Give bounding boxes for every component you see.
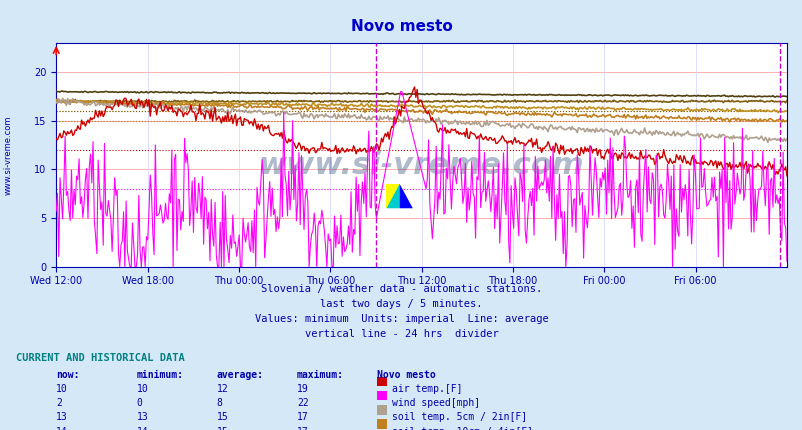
Text: 15: 15 xyxy=(217,412,229,422)
Text: vertical line - 24 hrs  divider: vertical line - 24 hrs divider xyxy=(304,329,498,339)
Text: www.si-vreme.com: www.si-vreme.com xyxy=(4,115,13,194)
Text: 13: 13 xyxy=(56,412,68,422)
Text: soil temp. 5cm / 2in[F]: soil temp. 5cm / 2in[F] xyxy=(391,412,526,422)
Text: average:: average: xyxy=(217,370,264,380)
Text: 12: 12 xyxy=(217,384,229,394)
Text: 8: 8 xyxy=(217,398,222,408)
Text: 15: 15 xyxy=(217,427,229,430)
Text: maximum:: maximum: xyxy=(297,370,344,380)
Text: 10: 10 xyxy=(56,384,68,394)
Text: 10: 10 xyxy=(136,384,148,394)
Text: Novo mesto: Novo mesto xyxy=(350,19,452,34)
Text: 17: 17 xyxy=(297,427,309,430)
Text: 14: 14 xyxy=(136,427,148,430)
Bar xyxy=(386,184,399,208)
Text: 14: 14 xyxy=(56,427,68,430)
Text: 2: 2 xyxy=(56,398,62,408)
Text: 19: 19 xyxy=(297,384,309,394)
Text: www.si-vreme.com: www.si-vreme.com xyxy=(258,151,584,181)
Text: Values: minimum  Units: imperial  Line: average: Values: minimum Units: imperial Line: av… xyxy=(254,314,548,324)
Text: Slovenia / weather data - automatic stations.: Slovenia / weather data - automatic stat… xyxy=(261,284,541,294)
Text: 0: 0 xyxy=(136,398,142,408)
Text: now:: now: xyxy=(56,370,79,380)
Text: last two days / 5 minutes.: last two days / 5 minutes. xyxy=(320,299,482,309)
Text: CURRENT AND HISTORICAL DATA: CURRENT AND HISTORICAL DATA xyxy=(16,353,184,362)
Text: Novo mesto: Novo mesto xyxy=(377,370,435,380)
Text: soil temp. 10cm / 4in[F]: soil temp. 10cm / 4in[F] xyxy=(391,427,533,430)
Text: wind speed[mph]: wind speed[mph] xyxy=(391,398,480,408)
Text: 17: 17 xyxy=(297,412,309,422)
Polygon shape xyxy=(399,184,412,208)
Polygon shape xyxy=(386,184,399,208)
Text: minimum:: minimum: xyxy=(136,370,184,380)
Text: 13: 13 xyxy=(136,412,148,422)
Text: 22: 22 xyxy=(297,398,309,408)
Text: air temp.[F]: air temp.[F] xyxy=(391,384,462,394)
